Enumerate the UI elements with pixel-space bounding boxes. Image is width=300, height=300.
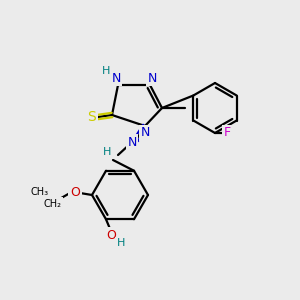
- Text: H: H: [102, 66, 110, 76]
- Text: S: S: [88, 110, 96, 124]
- Text: H: H: [103, 147, 111, 157]
- Text: N: N: [140, 127, 150, 140]
- Text: O: O: [106, 229, 116, 242]
- Text: CH₂: CH₂: [30, 186, 50, 196]
- Text: O: O: [70, 187, 80, 200]
- Text: H: H: [117, 238, 125, 248]
- Text: CH₃: CH₃: [31, 187, 49, 197]
- Text: N: N: [127, 136, 137, 148]
- Text: N: N: [111, 71, 121, 85]
- Text: F: F: [224, 127, 231, 140]
- Text: CH₂: CH₂: [43, 199, 61, 209]
- Text: N: N: [147, 71, 157, 85]
